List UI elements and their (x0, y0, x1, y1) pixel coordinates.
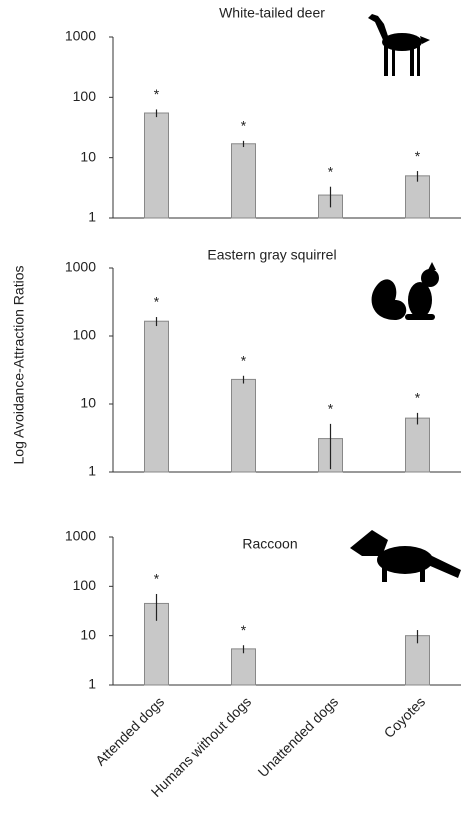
significance-marker: * (241, 352, 247, 368)
chart-title: Raccoon (242, 536, 297, 552)
y-tick-label: 1 (88, 463, 96, 479)
bar (231, 143, 256, 219)
significance-marker: * (328, 163, 334, 179)
squirrel-icon (371, 262, 439, 320)
significance-marker: * (415, 148, 421, 164)
significance-marker: * (241, 622, 247, 638)
y-tick-label: 1000 (65, 259, 96, 275)
bar (144, 320, 169, 473)
y-tick-label: 1000 (65, 28, 96, 44)
y-tick-label: 1000 (65, 528, 96, 544)
bar (405, 417, 430, 473)
x-tick-label: Attended dogs (92, 693, 167, 768)
significance-marker: * (154, 571, 160, 587)
x-tick-label: Humans without dogs (148, 693, 255, 800)
bar (231, 378, 256, 473)
y-tick-label: 10 (80, 395, 96, 411)
y-tick-label: 100 (73, 577, 97, 593)
y-tick-label: 1 (88, 209, 96, 225)
y-tick-label: 100 (73, 327, 97, 343)
y-tick-label: 100 (73, 88, 97, 104)
significance-marker: * (415, 390, 421, 406)
bar (144, 112, 169, 219)
x-tick-label: Coyotes (381, 693, 429, 741)
chart-title: White-tailed deer (219, 5, 325, 21)
x-tick-label: Unattended dogs (255, 693, 342, 780)
deer-icon (368, 14, 430, 76)
significance-marker: * (241, 118, 247, 134)
y-tick-label: 10 (80, 148, 96, 164)
y-axis-label: Log Avoidance-Attraction Ratios (11, 266, 27, 465)
y-tick-label: 10 (80, 626, 96, 642)
y-tick-label: 1 (88, 676, 96, 692)
chart-title: Eastern gray squirrel (207, 247, 336, 263)
significance-marker: * (328, 401, 334, 417)
significance-marker: * (154, 294, 160, 310)
raccoon-icon (350, 530, 461, 582)
significance-marker: * (154, 86, 160, 102)
bar (405, 175, 430, 219)
bar (231, 648, 256, 686)
